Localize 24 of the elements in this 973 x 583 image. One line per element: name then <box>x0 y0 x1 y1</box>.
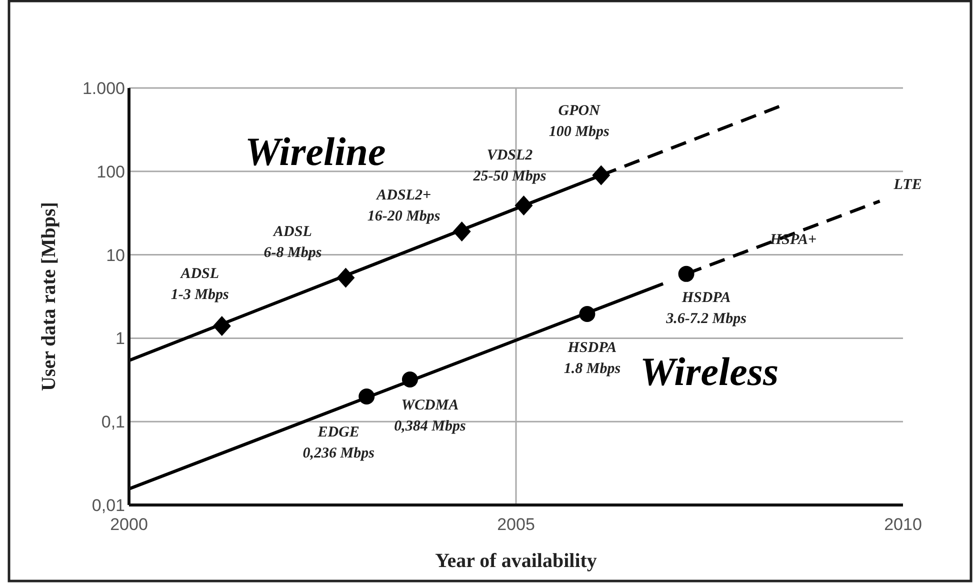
annotation: WCDMA 0,384 Mbps <box>394 397 466 434</box>
annotation: HSDPA 1.8 Mbps <box>564 340 621 378</box>
annotation: ADSL2+ 16-20 Mbps <box>367 188 440 225</box>
annotation: HSPA+ <box>768 232 817 248</box>
y-axis-title: User data rate [Mbps] <box>38 202 60 392</box>
annotation: VDSL2 25-50 Mbps <box>472 148 546 185</box>
x-tick-label: 2010 <box>884 515 922 534</box>
annotation: LTE <box>892 177 922 194</box>
x-axis-title: Year of availability <box>435 550 597 572</box>
annotation: ADSL 1-3 Mbps <box>170 266 229 304</box>
annotation: EDGE 0,236 Mbps <box>302 424 375 462</box>
x-tick-label: 2000 <box>110 515 148 534</box>
y-tick-label: 0,1 <box>101 412 125 432</box>
annotation: ADSL 6-8 Mbps <box>264 224 322 261</box>
y-tick-label: 1 <box>116 329 125 348</box>
x-tick-label: 2005 <box>497 515 535 534</box>
annotation: HSDPA 3.6-7.2 Mbps <box>665 290 747 327</box>
series-label: Wireless <box>640 349 779 394</box>
series-label: Wireline <box>245 129 386 174</box>
y-tick-label: 0,01 <box>92 496 125 515</box>
y-tick-label: 10 <box>106 246 125 265</box>
y-tick-label: 1.000 <box>82 78 125 98</box>
annotation: GPON 100 Mbps <box>548 103 610 140</box>
y-tick-label: 100 <box>96 162 125 182</box>
